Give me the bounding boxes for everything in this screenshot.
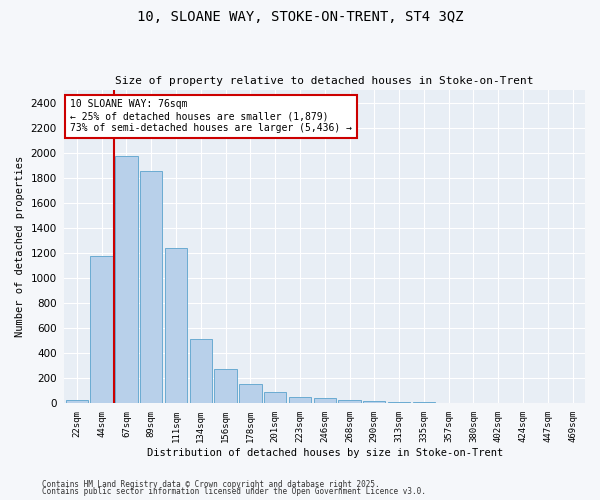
Bar <box>388 402 410 404</box>
Bar <box>413 402 435 404</box>
Bar <box>536 403 559 404</box>
Bar <box>140 171 163 404</box>
Bar <box>214 369 237 404</box>
Bar <box>165 248 187 404</box>
Bar <box>363 401 385 404</box>
Bar <box>562 403 584 404</box>
Bar <box>338 400 361 404</box>
Bar <box>65 400 88 404</box>
Text: Contains public sector information licensed under the Open Government Licence v3: Contains public sector information licen… <box>42 487 426 496</box>
Bar <box>115 156 137 404</box>
Bar <box>314 398 336 404</box>
X-axis label: Distribution of detached houses by size in Stoke-on-Trent: Distribution of detached houses by size … <box>146 448 503 458</box>
Bar <box>264 392 286 404</box>
Bar <box>462 403 485 404</box>
Bar <box>289 397 311 404</box>
Bar <box>487 403 509 404</box>
Bar <box>239 384 262 404</box>
Text: 10 SLOANE WAY: 76sqm
← 25% of detached houses are smaller (1,879)
73% of semi-de: 10 SLOANE WAY: 76sqm ← 25% of detached h… <box>70 100 352 132</box>
Bar <box>91 256 113 404</box>
Y-axis label: Number of detached properties: Number of detached properties <box>15 156 25 338</box>
Bar <box>190 339 212 404</box>
Bar <box>512 403 534 404</box>
Title: Size of property relative to detached houses in Stoke-on-Trent: Size of property relative to detached ho… <box>115 76 534 86</box>
Text: 10, SLOANE WAY, STOKE-ON-TRENT, ST4 3QZ: 10, SLOANE WAY, STOKE-ON-TRENT, ST4 3QZ <box>137 10 463 24</box>
Text: Contains HM Land Registry data © Crown copyright and database right 2025.: Contains HM Land Registry data © Crown c… <box>42 480 380 489</box>
Bar <box>437 403 460 404</box>
